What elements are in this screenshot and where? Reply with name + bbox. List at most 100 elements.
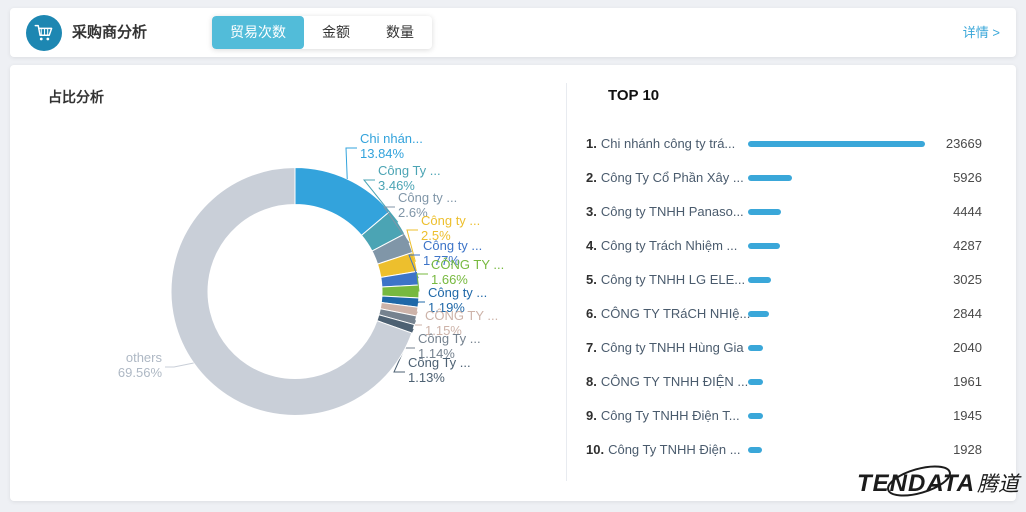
top10-bar xyxy=(748,447,763,453)
top10-bar xyxy=(748,345,764,351)
top10-row-8[interactable]: 8. CÔNG TY TNHH ĐIỆN ... 1961 xyxy=(586,372,982,392)
leader-line-3 xyxy=(406,229,418,262)
top10-row-7[interactable]: 7. Công ty TNHH Hùng Gia 2040 xyxy=(586,338,982,358)
top10-rank: 8. xyxy=(586,374,597,389)
leader-line-0 xyxy=(345,147,357,180)
top10-value: 1961 xyxy=(953,374,982,389)
pie-label-0: Chi nhán... 13.84% xyxy=(360,131,423,161)
pie-label-5: CÔNG TY ... 1.66% xyxy=(431,257,504,287)
purchaser-cart-icon xyxy=(26,15,62,51)
pie-label-name: Chi nhán... xyxy=(360,131,423,146)
top10-bar xyxy=(748,413,763,419)
pie-label-percent: 1.77% xyxy=(423,253,460,268)
top10-value: 3025 xyxy=(953,272,982,287)
top10-company-name: Công Ty TNHH Điện T... xyxy=(600,408,740,423)
top10-bar xyxy=(748,175,793,181)
tab-2[interactable]: 数量 xyxy=(368,16,432,49)
header-bar: 采购商分析 贸易次数 金额 数量 详情 > xyxy=(10,8,1016,57)
top10-value: 23669 xyxy=(945,136,982,151)
pie-label-name: Công Ty ... xyxy=(378,163,441,178)
pie-label-percent: 13.84% xyxy=(360,146,405,161)
top10-rank: 2. xyxy=(586,170,597,185)
pie-label-name: CÔNG TY ... xyxy=(431,257,505,272)
pie-label-percent: 1.13% xyxy=(408,370,445,385)
top10-row-1[interactable]: 1. Chi nhánh công ty trá... 23669 xyxy=(586,134,982,154)
donut-slice-10[interactable] xyxy=(170,166,413,416)
top10-rank: 3. xyxy=(586,204,597,219)
pie-label-percent: 2.6% xyxy=(398,205,428,220)
top10-rank: 4. xyxy=(586,238,597,253)
top10-row-5[interactable]: 5. Công ty TNHH LG ELE... 3025 xyxy=(586,270,982,290)
donut-chart-title: 占比分析 xyxy=(48,89,104,105)
top10-row-6[interactable]: 6. CÔNG TY TRáCH NHIệ... 2844 xyxy=(586,304,982,324)
top10-company-name: CÔNG TY TRáCH NHIệ... xyxy=(600,306,751,321)
page-title: 采购商分析 xyxy=(72,24,148,41)
pie-label-7: CÔNG TY ... 1.15% xyxy=(425,308,498,338)
top10-value: 2844 xyxy=(953,306,982,321)
top10-row-9[interactable]: 9. Công Ty TNHH Điện T... 1945 xyxy=(586,406,982,426)
pie-label-name: CÔNG TY ... xyxy=(425,308,499,323)
top10-rank: 9. xyxy=(586,408,597,423)
top10-value: 4444 xyxy=(953,204,982,219)
pie-label-8: Công Ty ... 1.14% xyxy=(418,331,481,361)
leader-line-6 xyxy=(413,301,425,304)
top10-rank: 5. xyxy=(586,272,597,287)
leader-line-2 xyxy=(383,206,410,244)
donut-chart: Chi nhán... 13.84% Công Ty ... 3.46% Công ty… xyxy=(10,65,566,501)
top10-row-2[interactable]: 2. Công Ty Cổ Phần Xây ... 5926 xyxy=(586,168,982,188)
top10-row-4[interactable]: 4. Công ty Trách Nhiệm ... 4287 xyxy=(586,236,982,256)
pie-label-name: Công Ty ... xyxy=(418,331,481,346)
pie-label-name: others xyxy=(125,350,162,365)
detail-link[interactable]: 详情 > xyxy=(962,25,1000,40)
logo-brand-text: TENDATA xyxy=(857,470,975,497)
pie-label-percent: 1.15% xyxy=(425,323,462,338)
top10-company-name: Công ty Trách Nhiệm ... xyxy=(600,238,738,253)
top10-value: 1928 xyxy=(953,442,982,457)
pie-label-6: Công ty ... 1.19% xyxy=(428,285,487,315)
pie-label-9: Công Ty ... 1.13% xyxy=(408,355,471,385)
leader-line-4 xyxy=(408,254,420,279)
pie-label-2: Công ty ... 2.6% xyxy=(398,190,457,220)
pie-label-percent: 1.14% xyxy=(418,346,455,361)
top10-value: 4287 xyxy=(953,238,982,253)
pie-label-percent: 69.56% xyxy=(117,365,162,380)
pie-label-3: Công ty ... 2.5% xyxy=(421,213,480,243)
tendata-logo: TENDATA 腾道 xyxy=(855,461,1025,507)
pie-label-10: others 69.56% xyxy=(76,350,162,380)
top10-bar xyxy=(748,379,763,385)
leader-line-10 xyxy=(165,362,194,368)
top10-company-name: CÔNG TY TNHH ĐIỆN ... xyxy=(600,374,749,389)
logo-cjk-text: 腾道 xyxy=(977,473,1022,496)
pie-label-percent: 2.5% xyxy=(421,228,451,243)
leader-line-5 xyxy=(416,273,428,292)
top10-row-10[interactable]: 10. Công Ty TNHH Điện ... 1928 xyxy=(586,440,982,460)
top10-bar xyxy=(748,243,781,249)
panel-divider xyxy=(566,83,567,481)
pie-label-percent: 1.19% xyxy=(428,300,465,315)
leader-line-1 xyxy=(362,179,399,223)
top10-value: 1945 xyxy=(953,408,982,423)
top10-bar xyxy=(748,209,782,215)
pie-label-percent: 3.46% xyxy=(378,178,415,193)
top10-company-name: Công ty TNHH LG ELE... xyxy=(600,272,746,287)
pie-label-4: Công ty ... 1.77% xyxy=(423,238,482,268)
top10-company-name: Công Ty TNHH Điện ... xyxy=(608,442,741,457)
analysis-panel: 占比分析 TOP 10 Chi nhán... 13.84% Công Ty ...… xyxy=(10,65,1022,501)
pie-label-name: Công Ty ... xyxy=(408,355,471,370)
top10-row-3[interactable]: 3. Công ty TNHH Panaso... 4444 xyxy=(586,202,982,222)
pie-label-name: Công ty ... xyxy=(421,213,481,228)
pie-label-percent: 1.66% xyxy=(431,272,468,287)
top10-company-name: Công ty TNHH Hùng Gia xyxy=(600,340,744,355)
pie-label-name: Công ty ... xyxy=(428,285,488,300)
top10-value: 5926 xyxy=(953,170,982,185)
top10-value: 2040 xyxy=(953,340,982,355)
tab-1[interactable]: 金额 xyxy=(304,16,368,49)
top10-rank: 7. xyxy=(586,340,597,355)
pie-label-name: Công ty ... xyxy=(398,190,458,205)
top10-rank: 10. xyxy=(586,442,605,457)
tab-0[interactable]: 贸易次数 xyxy=(212,16,304,49)
top10-bar xyxy=(748,277,771,283)
top10-company-name: Chi nhánh công ty trá... xyxy=(600,136,736,151)
top10-bar xyxy=(748,311,770,317)
top10-company-name: Công ty TNHH Panaso... xyxy=(600,204,744,219)
